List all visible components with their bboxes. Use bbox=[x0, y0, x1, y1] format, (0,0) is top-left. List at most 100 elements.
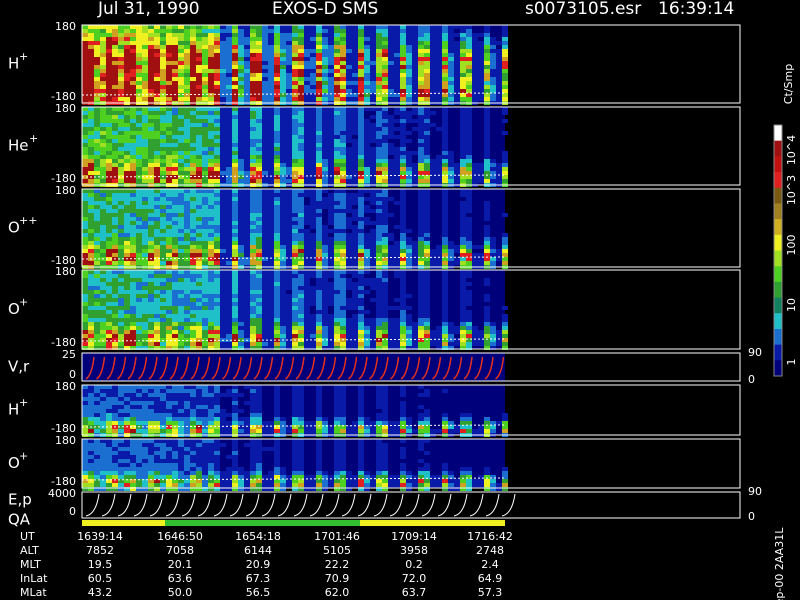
spectrogram-cell bbox=[382, 282, 388, 286]
spectrogram-cell bbox=[148, 155, 154, 159]
spectrogram-cell bbox=[352, 139, 358, 143]
spectrogram-cell bbox=[442, 135, 448, 139]
spectrogram-cell bbox=[250, 115, 256, 119]
spectrogram-cell bbox=[334, 201, 340, 205]
spectrogram-cell bbox=[430, 69, 436, 73]
spectrogram-cell bbox=[112, 326, 118, 330]
spectrogram-cell bbox=[202, 290, 208, 294]
spectrogram-cell bbox=[184, 131, 190, 135]
spectrogram-cell bbox=[406, 334, 412, 338]
spectrogram-cell bbox=[196, 278, 202, 282]
spectrogram-cell bbox=[178, 139, 184, 143]
spectrogram-cell bbox=[286, 115, 292, 119]
spectrogram-cell bbox=[406, 151, 412, 155]
spectrogram-cell bbox=[142, 229, 148, 233]
spectrogram-cell bbox=[448, 45, 454, 49]
spectrogram-cell bbox=[106, 61, 112, 65]
spectrogram-cell bbox=[136, 171, 142, 175]
spectrogram-cell bbox=[220, 49, 226, 53]
spectrogram-cell bbox=[274, 53, 280, 57]
spectrogram-cell bbox=[196, 342, 202, 346]
spectrogram-cell bbox=[166, 127, 172, 131]
spectrogram-cell bbox=[376, 97, 382, 101]
spectrogram-cell bbox=[148, 107, 154, 111]
spectrogram-cell bbox=[178, 326, 184, 330]
spectrogram-cell bbox=[346, 107, 352, 111]
spectrogram-cell bbox=[466, 147, 472, 151]
spectrogram-cell bbox=[184, 73, 190, 77]
spectrogram-cell bbox=[328, 229, 334, 233]
spectrogram-cell bbox=[460, 115, 466, 119]
spectrogram-cell bbox=[136, 69, 142, 73]
spectrogram-cell bbox=[400, 342, 406, 346]
spectrogram-cell bbox=[490, 53, 496, 57]
spectrogram-cell bbox=[100, 237, 106, 241]
spectrogram-cell bbox=[130, 318, 136, 322]
spectrogram-cell bbox=[340, 237, 346, 241]
spectrogram-cell bbox=[142, 253, 148, 257]
spectrogram-cell bbox=[442, 189, 448, 193]
spectrogram-cell bbox=[238, 143, 244, 147]
spectrogram-cell bbox=[418, 314, 424, 318]
spectrogram-cell bbox=[208, 261, 214, 265]
spectrogram-cell bbox=[346, 237, 352, 241]
spectrogram-cell bbox=[280, 57, 286, 61]
spectrogram-cell bbox=[280, 135, 286, 139]
spectrogram-cell bbox=[490, 253, 496, 257]
spectrogram-cell bbox=[352, 45, 358, 49]
spectrogram-cell bbox=[388, 93, 394, 97]
spectrogram-cell bbox=[376, 237, 382, 241]
spectrogram-cell bbox=[376, 298, 382, 302]
spectrogram-cell bbox=[178, 167, 184, 171]
spectrogram-cell bbox=[274, 294, 280, 298]
spectrogram-cell bbox=[214, 57, 220, 61]
spectrogram-cell bbox=[154, 81, 160, 85]
spectrogram-cell bbox=[430, 25, 436, 29]
spectrogram-cell bbox=[292, 159, 298, 163]
spectrogram-cell bbox=[88, 253, 94, 257]
spectrogram-cell bbox=[136, 193, 142, 197]
spectrogram-cell bbox=[214, 334, 220, 338]
spectrogram-cell bbox=[172, 33, 178, 37]
spectrogram-cell bbox=[346, 155, 352, 159]
spectrogram-cell bbox=[370, 318, 376, 322]
spectrogram-cell bbox=[232, 61, 238, 65]
spectrogram-cell bbox=[376, 143, 382, 147]
spectrogram-cell bbox=[298, 282, 304, 286]
spectrogram-cell bbox=[172, 69, 178, 73]
spectrogram-cell bbox=[250, 61, 256, 65]
spectrogram-cell bbox=[406, 111, 412, 115]
spectrogram-cell bbox=[202, 209, 208, 213]
spectrogram-cell bbox=[298, 155, 304, 159]
spectrogram-cell bbox=[412, 57, 418, 61]
spectrogram-cell bbox=[154, 229, 160, 233]
spectrogram-cell bbox=[388, 346, 394, 350]
spectrogram-cell bbox=[328, 119, 334, 123]
spectrogram-cell bbox=[142, 45, 148, 49]
spectrogram-cell bbox=[418, 225, 424, 229]
spectrogram-cell bbox=[226, 119, 232, 123]
spectrogram-cell bbox=[352, 89, 358, 93]
spectrogram-cell bbox=[250, 338, 256, 342]
spectrogram-cell bbox=[436, 261, 442, 265]
spectrogram-cell bbox=[148, 245, 154, 249]
spectrogram-cell bbox=[142, 127, 148, 131]
spectrogram-cell bbox=[358, 135, 364, 139]
spectrogram-cell bbox=[358, 290, 364, 294]
spectrogram-cell bbox=[340, 41, 346, 45]
spectrogram-cell bbox=[118, 65, 124, 69]
spectrogram-cell bbox=[112, 135, 118, 139]
spectrogram-cell bbox=[226, 233, 232, 237]
spectrogram-cell bbox=[328, 151, 334, 155]
spectrogram-cell bbox=[178, 310, 184, 314]
spectrogram-cell bbox=[142, 326, 148, 330]
spectrogram-cell bbox=[274, 326, 280, 330]
spectrogram-cell bbox=[106, 85, 112, 89]
spectrogram-cell bbox=[196, 209, 202, 213]
spectrogram-cell bbox=[184, 159, 190, 163]
spectrogram-cell bbox=[334, 330, 340, 334]
spectrogram-cell bbox=[358, 69, 364, 73]
spectrogram-cell bbox=[298, 225, 304, 229]
spectrogram-cell bbox=[316, 253, 322, 257]
spectrogram-cell bbox=[196, 249, 202, 253]
